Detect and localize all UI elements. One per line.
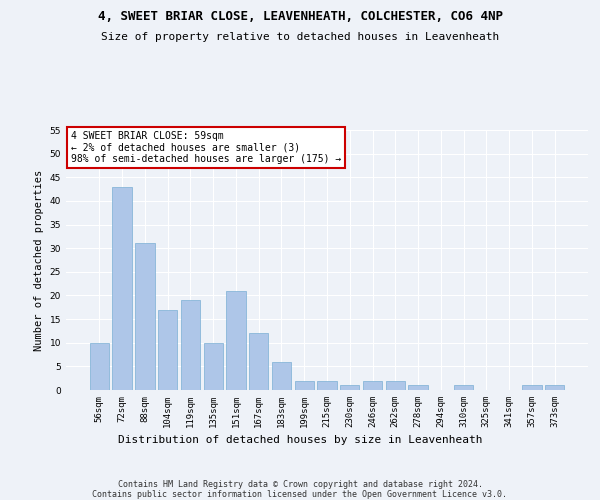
Y-axis label: Number of detached properties: Number of detached properties (34, 170, 44, 350)
Text: Contains HM Land Registry data © Crown copyright and database right 2024.: Contains HM Land Registry data © Crown c… (118, 480, 482, 489)
Bar (112, 186, 132, 390)
Text: Size of property relative to detached houses in Leavenheath: Size of property relative to detached ho… (101, 32, 499, 42)
Bar (203, 342, 223, 390)
Bar (226, 290, 245, 390)
Bar (181, 300, 200, 390)
Bar (545, 386, 564, 390)
Bar (409, 386, 428, 390)
Text: 4, SWEET BRIAR CLOSE, LEAVENHEATH, COLCHESTER, CO6 4NP: 4, SWEET BRIAR CLOSE, LEAVENHEATH, COLCH… (97, 10, 503, 23)
Bar (363, 380, 382, 390)
Bar (386, 380, 405, 390)
Bar (295, 380, 314, 390)
Bar (90, 342, 109, 390)
Text: 4 SWEET BRIAR CLOSE: 59sqm
← 2% of detached houses are smaller (3)
98% of semi-d: 4 SWEET BRIAR CLOSE: 59sqm ← 2% of detac… (71, 132, 341, 164)
Bar (522, 386, 542, 390)
Bar (272, 362, 291, 390)
Bar (317, 380, 337, 390)
Bar (340, 386, 359, 390)
Bar (249, 334, 268, 390)
Text: Distribution of detached houses by size in Leavenheath: Distribution of detached houses by size … (118, 435, 482, 445)
Text: Contains public sector information licensed under the Open Government Licence v3: Contains public sector information licen… (92, 490, 508, 499)
Bar (454, 386, 473, 390)
Bar (158, 310, 178, 390)
Bar (135, 244, 155, 390)
